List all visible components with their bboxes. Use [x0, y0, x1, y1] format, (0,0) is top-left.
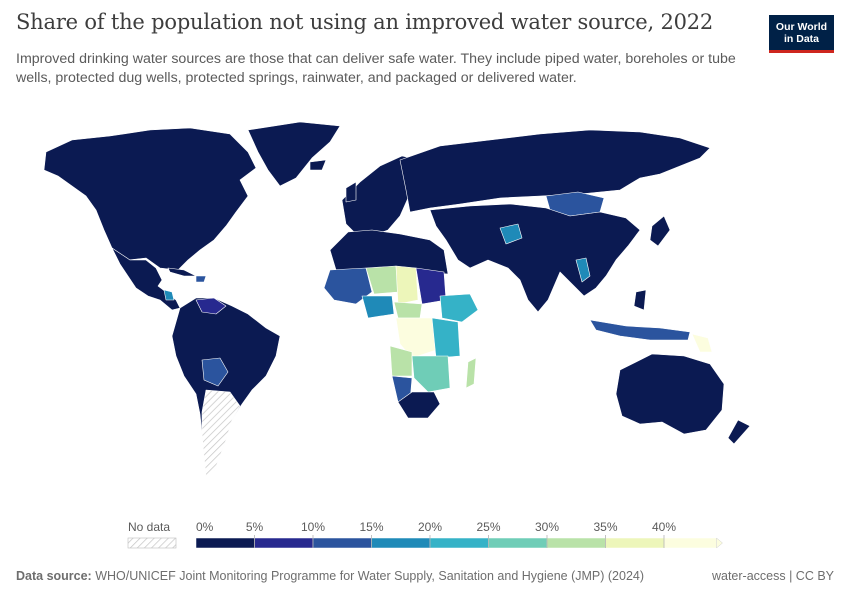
legend-bin[interactable]: [429, 537, 489, 549]
source-label: Data source:: [16, 569, 92, 583]
region-central-african-republic[interactable]: [393, 301, 423, 319]
region-indonesia[interactable]: [589, 319, 691, 341]
region-greenland[interactable]: [247, 121, 341, 187]
legend-bin[interactable]: [312, 537, 372, 549]
region-afghanistan[interactable]: [499, 223, 523, 245]
footer-slug-license[interactable]: water-access | CC BY: [711, 569, 834, 583]
legend: No data 0% 5% 10% 15% 20% 25% 30% 35% 40%: [127, 520, 723, 549]
region-asia-south[interactable]: [429, 203, 641, 313]
region-east-africa[interactable]: [431, 317, 461, 359]
region-new-zealand[interactable]: [727, 419, 751, 445]
legend-bin[interactable]: [371, 537, 431, 549]
logo-line-2: in Data: [783, 33, 819, 45]
region-nigeria[interactable]: [361, 295, 395, 319]
region-venezuela[interactable]: [195, 297, 227, 315]
legend-tick-label: 5%: [246, 520, 264, 534]
legend-tick-label: 40%: [652, 520, 676, 534]
region-australia[interactable]: [615, 353, 725, 435]
region-mexico-central-america[interactable]: [111, 247, 181, 311]
region-cuba[interactable]: [167, 267, 197, 277]
region-papua-new-guinea[interactable]: [691, 333, 713, 353]
legend-bin[interactable]: [605, 537, 665, 549]
region-russia[interactable]: [399, 129, 711, 213]
legend-no-data-label: No data: [128, 520, 170, 534]
region-madagascar[interactable]: [465, 357, 477, 389]
legend-bin[interactable]: [546, 537, 606, 549]
legend-tick-label: 15%: [359, 520, 383, 534]
region-uk[interactable]: [345, 181, 357, 203]
region-south-america[interactable]: [171, 297, 281, 477]
region-myanmar[interactable]: [575, 257, 591, 283]
region-bolivia[interactable]: [201, 357, 229, 387]
legend-tick-label: 30%: [535, 520, 559, 534]
legend-bin[interactable]: [663, 537, 717, 549]
region-north-america[interactable]: [43, 127, 257, 271]
legend-bin[interactable]: [488, 537, 548, 549]
logo-line-1: Our World: [775, 21, 828, 33]
legend-tick-label: 25%: [476, 520, 500, 534]
region-argentina[interactable]: [201, 389, 241, 477]
footer: Data source: WHO/UNICEF Joint Monitoring…: [16, 569, 834, 583]
region-ethiopia[interactable]: [439, 293, 479, 323]
region-south-africa[interactable]: [397, 391, 441, 419]
region-philippines[interactable]: [633, 289, 647, 311]
region-japan[interactable]: [649, 215, 671, 247]
legend-tick-label: 10%: [301, 520, 325, 534]
region-angola[interactable]: [389, 345, 413, 377]
legend-tick-label: 35%: [593, 520, 617, 534]
region-chad[interactable]: [395, 265, 419, 305]
region-dr-congo[interactable]: [395, 317, 437, 359]
region-nicaragua[interactable]: [163, 289, 175, 301]
legend-bin[interactable]: [254, 537, 314, 549]
world-map[interactable]: [0, 100, 850, 500]
legend-tick-label: 20%: [418, 520, 442, 534]
chart-title: Share of the population not using an imp…: [16, 10, 714, 34]
region-iceland[interactable]: [309, 159, 327, 171]
owid-logo[interactable]: Our World in Data: [769, 15, 834, 53]
legend-arrow: [716, 537, 723, 549]
region-southern-africa-east[interactable]: [411, 355, 451, 393]
source-text[interactable]: WHO/UNICEF Joint Monitoring Programme fo…: [95, 569, 645, 583]
legend-no-data-swatch: [127, 537, 177, 549]
legend-tick-label: 0%: [196, 520, 214, 534]
chart-subtitle: Improved drinking water sources are thos…: [16, 51, 736, 86]
legend-bin[interactable]: [195, 537, 255, 549]
region-haiti[interactable]: [195, 275, 207, 283]
